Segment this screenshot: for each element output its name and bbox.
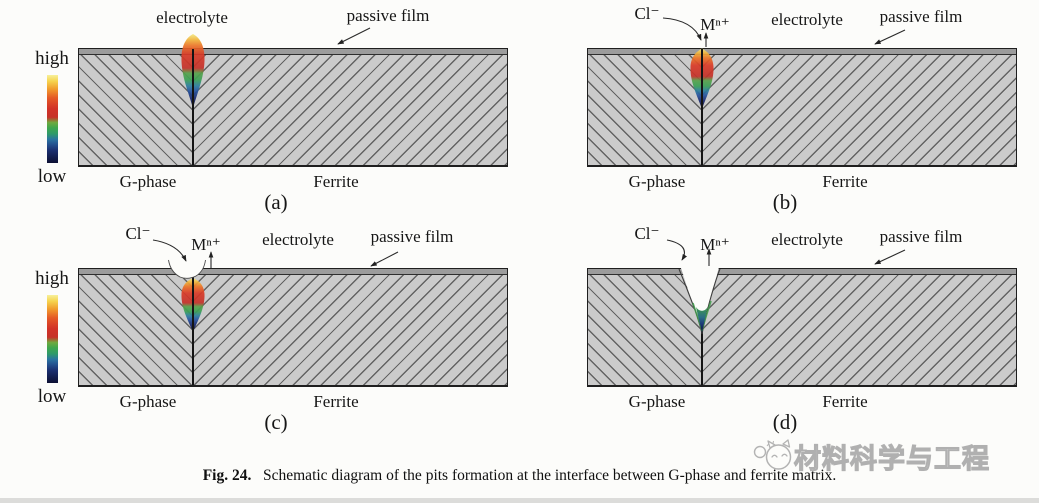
chloride-arrow-icon [666, 239, 688, 261]
figure-caption: Fig. 24. Schematic diagram of the pits f… [0, 467, 1039, 485]
passive-film-label: passive film [370, 227, 454, 246]
caption-text: Schematic diagram of the pits formation … [263, 467, 837, 484]
chloride-ion-label: Cl⁻ [634, 4, 660, 23]
metal-ion-label: Mⁿ⁺ [700, 235, 730, 254]
metal-ion-label: Mⁿ⁺ [700, 15, 730, 34]
electrolyte-label: electrolyte [771, 230, 843, 249]
passive-film-layer [79, 269, 507, 275]
ferrite-region [192, 274, 507, 385]
pit-bottom-concentration [696, 307, 708, 333]
panel-b: Cl⁻ Mⁿ⁺ electrolyte passive film G-phase… [587, 0, 1017, 225]
pit-cavity [678, 263, 721, 335]
specimen-b [587, 48, 1017, 167]
cat-mascot-icon [753, 439, 792, 470]
passive-film-layer [588, 49, 1016, 55]
g-phase-label: G-phase [119, 172, 177, 191]
passive-film-label: passive film [879, 227, 963, 246]
watermark: 材料科学与工程 [752, 435, 1037, 477]
specimen-a [78, 34, 508, 167]
ferrite-label: Ferrite [822, 172, 868, 191]
passive-film-arrow-icon [874, 29, 906, 45]
panel-letter: (a) [264, 190, 288, 214]
passive-film-arrow-icon [874, 249, 906, 265]
interface-line [192, 269, 194, 385]
passive-film-layer [79, 49, 507, 55]
interface-line [701, 49, 703, 165]
interface-line [192, 49, 194, 165]
g-phase-region [588, 274, 701, 385]
colorbar-low-label: low [37, 166, 67, 187]
electrolyte-label: electrolyte [156, 8, 228, 27]
specimen-c [78, 259, 508, 387]
ferrite-region [701, 54, 1016, 165]
pit-mouth-opening [168, 259, 206, 279]
g-phase-label: G-phase [119, 392, 177, 411]
specimen-d: pit [587, 263, 1017, 387]
passive-film-label: passive film [879, 7, 963, 26]
row-top: high low electrolyte passive film G-phas… [0, 0, 1039, 225]
colorbar-low-label: low [37, 386, 67, 407]
g-phase-region [588, 54, 701, 165]
passive-film-layer [588, 269, 1016, 275]
panel-d: Cl⁻ Mⁿ⁺ electrolyte passive film pit [587, 220, 1017, 445]
electrolyte-label: electrolyte [771, 10, 843, 29]
colorbar-gradient [46, 295, 58, 383]
panel-letter: (c) [264, 410, 288, 434]
passive-film-arrow-icon [337, 27, 371, 45]
caption-number: Fig. 24. [202, 467, 252, 484]
ferrite-label: Ferrite [822, 392, 868, 411]
ferrite-label: Ferrite [313, 172, 359, 191]
ferrite-region [701, 274, 1016, 385]
panel-c: Cl⁻ Mⁿ⁺ electrolyte passive film G- [78, 220, 508, 445]
colorbar-c: high low [24, 268, 80, 408]
g-phase-region [79, 274, 192, 385]
ferrite-label: Ferrite [313, 392, 359, 411]
bottom-divider [0, 498, 1039, 503]
g-phase-region [79, 54, 192, 165]
passive-film-arrow-icon [370, 251, 399, 267]
g-phase-label: G-phase [628, 392, 686, 411]
colorbar-gradient [46, 75, 58, 163]
panel-letter: (b) [772, 190, 798, 214]
chloride-ion-label: Cl⁻ [634, 224, 660, 243]
metal-ion-label: Mⁿ⁺ [191, 235, 221, 254]
colorbar-high-label: high [35, 48, 69, 69]
panel-letter: (d) [772, 410, 798, 434]
panel-a: electrolyte passive film G-phase Ferrite… [78, 0, 508, 225]
chloride-ion-label: Cl⁻ [125, 224, 151, 243]
ferrite-region [192, 54, 507, 165]
g-phase-label: G-phase [628, 172, 686, 191]
colorbar-high-label: high [35, 268, 69, 289]
colorbar-a: high low [24, 48, 80, 188]
row-bottom: high low Cl⁻ Mⁿ⁺ electrolyte passive fil… [0, 220, 1039, 445]
passive-film-label: passive film [346, 6, 430, 25]
watermark-text: 材料科学与工程 [793, 443, 990, 474]
electrolyte-label: electrolyte [262, 230, 334, 249]
